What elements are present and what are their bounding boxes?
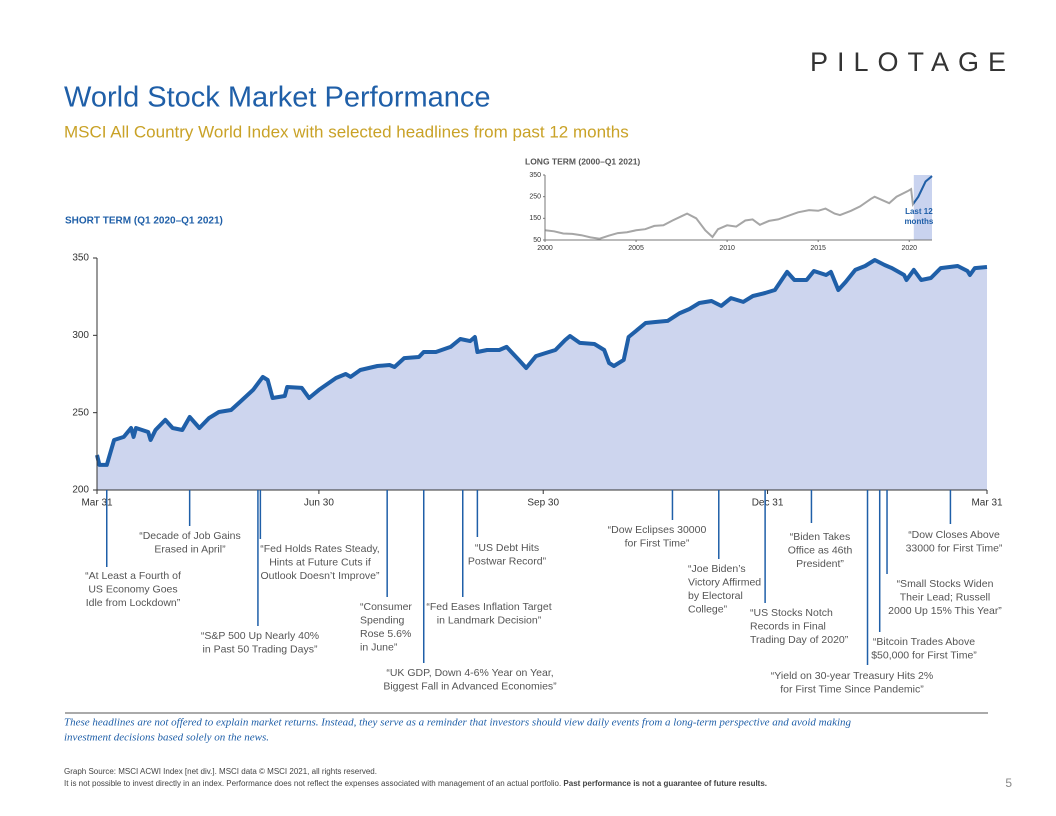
x-tick-label: 2000	[537, 245, 553, 252]
headline: “At Least a Fourth of	[85, 570, 181, 582]
x-tick-label: 2005	[628, 245, 644, 252]
x-tick-label: Mar 31	[81, 498, 113, 509]
x-tick-label: 2015	[810, 245, 826, 252]
y-tick-label: 350	[72, 253, 89, 264]
headline: President”	[796, 558, 844, 570]
headline: “US Stocks Notch	[750, 607, 833, 619]
footnote: It is not possible to invest directly in…	[64, 779, 767, 788]
headline: “S&P 500 Up Nearly 40%	[201, 630, 319, 642]
headline: “US Debt Hits	[475, 542, 539, 554]
y-tick-label: 250	[72, 407, 89, 418]
headline: Outlook Doesn’t Improve”	[260, 570, 380, 582]
headline: “Biden Takes	[790, 531, 851, 543]
short-term-title: SHORT TERM (Q1 2020–Q1 2021)	[65, 216, 223, 227]
headline: “Decade of Job Gains	[139, 530, 241, 542]
headline: in June”	[360, 641, 398, 653]
highlight-band	[913, 175, 932, 240]
headline: Biggest Fall in Advanced Economies”	[383, 680, 557, 692]
headline: “Fed Holds Rates Steady,	[260, 543, 379, 555]
headline: for First Time”	[625, 537, 690, 549]
logo: PILOTAGE	[810, 47, 1015, 77]
headline: Rose 5.6%	[360, 628, 411, 640]
headline: for First Time Since Pandemic”	[780, 683, 924, 695]
headline: 2000 Up 15% This Year”	[888, 605, 1002, 617]
y-tick-label: 50	[533, 237, 541, 244]
headline: Records in Final	[750, 620, 826, 632]
headline: Postwar Record”	[468, 555, 547, 567]
highlight-label: Last 12	[905, 207, 933, 216]
disclaimer: investment decisions based solely on the…	[64, 732, 269, 744]
line	[95, 258, 988, 467]
page-number: 5	[1005, 776, 1012, 790]
headline: Trading Day of 2020”	[750, 634, 849, 646]
headline: “Fed Eases Inflation Target	[426, 601, 551, 613]
headline: Office as 46th	[788, 544, 853, 556]
y-tick-label: 350	[529, 172, 541, 179]
headline: $50,000 for First Time”	[871, 649, 977, 661]
line-highlight	[913, 175, 933, 205]
y-tick-label: 200	[72, 485, 89, 496]
headline: College”	[688, 603, 728, 615]
headline: “Yield on 30-year Treasury Hits 2%	[771, 670, 933, 682]
highlight-label: months	[904, 217, 933, 226]
area	[97, 260, 987, 490]
y-tick-label: 150	[529, 215, 541, 222]
headline: Their Lead; Russell	[900, 591, 990, 603]
headline: 33000 for First Time”	[906, 542, 1003, 554]
headline: Idle from Lockdown”	[86, 597, 181, 609]
x-tick-label: Mar 31	[971, 498, 1003, 509]
headline: Spending	[360, 614, 405, 626]
headline: “Bitcoin Trades Above	[873, 636, 975, 648]
headline: “UK GDP, Down 4-6% Year on Year,	[386, 667, 553, 679]
headline: Victory Affirmed	[688, 576, 761, 588]
disclaimer: These headlines are not offered to expla…	[64, 717, 852, 729]
footnote-text: It is not possible to invest directly in…	[64, 779, 561, 788]
headline: “Consumer	[360, 601, 412, 613]
headline: “Dow Eclipses 30000	[608, 524, 707, 536]
footnote-bold: Past performance is not a guarantee of f…	[563, 779, 767, 788]
footnote: Graph Source: MSCI ACWI Index [net div.]…	[64, 767, 377, 776]
headline: in Past 50 Trading Days”	[203, 643, 318, 655]
x-tick-label: Jun 30	[304, 498, 334, 509]
headline: “Dow Closes Above	[908, 529, 1000, 541]
x-tick-label: 2010	[719, 245, 735, 252]
headline: by Electoral	[688, 590, 743, 602]
y-tick-label: 250	[529, 194, 541, 201]
y-tick-label: 300	[72, 330, 89, 341]
headline: Hints at Future Cuts if	[269, 556, 371, 568]
headline: US Economy Goes	[88, 583, 177, 595]
title: World Stock Market Performance	[64, 82, 491, 114]
headline: “Small Stocks Widen	[897, 578, 994, 590]
headline: “Joe Biden’s	[688, 563, 746, 575]
headline: Erased in April”	[154, 543, 226, 555]
headline: in Landmark Decision”	[437, 614, 542, 626]
x-tick-label: Sep 30	[527, 498, 559, 509]
long-term-title: LONG TERM (2000–Q1 2021)	[525, 156, 640, 166]
line	[544, 175, 933, 240]
x-tick-label: Dec 31	[752, 498, 784, 509]
subtitle: MSCI All Country World Index with select…	[64, 122, 629, 141]
x-tick-label: 2020	[901, 245, 917, 252]
